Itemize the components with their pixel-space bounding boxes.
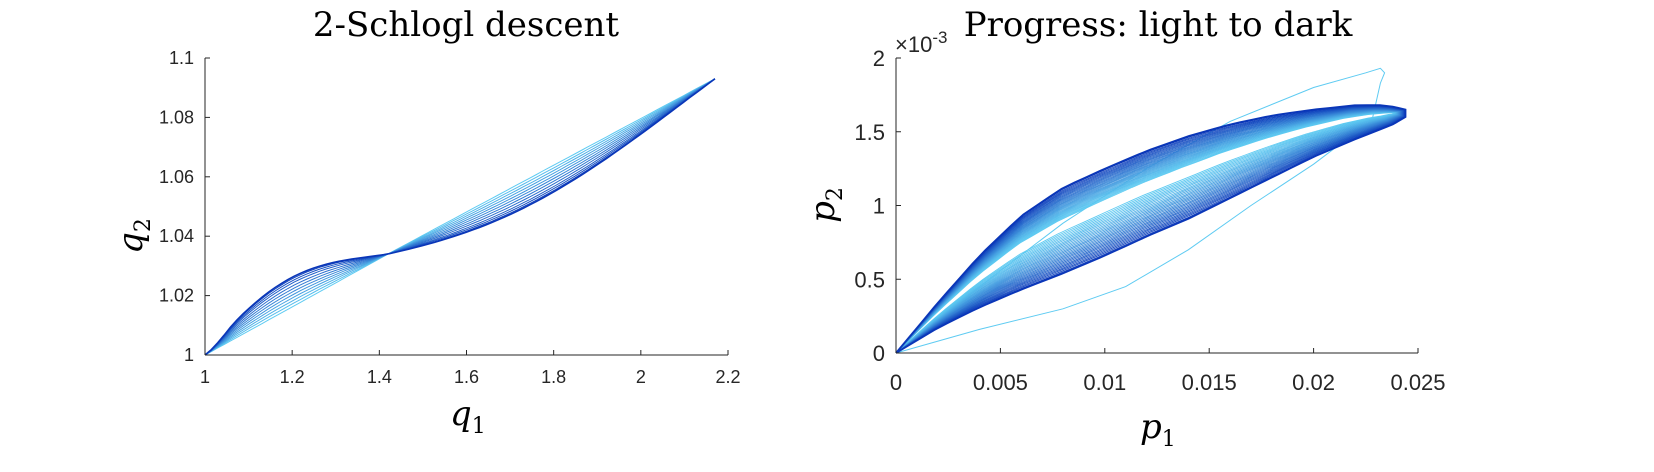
left-x-tick-label: 1.8: [541, 367, 566, 387]
right-series-line: [895, 109, 1400, 354]
right-y-tick-label: 1: [873, 194, 885, 219]
right-y-tick-label: 2: [873, 46, 885, 71]
left-x-tick-label: 1.2: [280, 367, 305, 387]
right-y-exponent-power: -3: [932, 28, 947, 47]
left-series-line: [204, 78, 716, 356]
left-series-line: [204, 78, 716, 356]
left-x-tick-label: 1.4: [367, 367, 392, 387]
left-chart-title: 2-Schlogl descent: [313, 5, 620, 45]
right-y-axis-label-sub: 2: [823, 187, 848, 201]
left-series-line: [204, 78, 716, 356]
left-x-tick-label: 1.6: [454, 367, 479, 387]
right-x-tick-label: 0.025: [1390, 370, 1445, 395]
left-x-axis-label-main: q: [450, 394, 472, 434]
right-y-axis-label: p2: [803, 187, 848, 223]
right-x-tick-label: 0.015: [1182, 370, 1237, 395]
left-series-line: [204, 78, 716, 356]
right-y-exponent-base: ×10: [895, 32, 932, 57]
left-y-axis-label: q2: [111, 218, 156, 254]
right-x-ticks: 0 0.005 0.01 0.015 0.02 0.025: [890, 348, 1446, 395]
right-series-line: [895, 107, 1403, 354]
left-series-line: [204, 78, 716, 356]
left-y-tick-label: 1.08: [159, 107, 194, 127]
right-chart-series-group: [895, 67, 1407, 354]
right-series-line: [895, 110, 1399, 354]
right-series-line: [895, 108, 1402, 354]
right-series-line: [895, 107, 1403, 354]
right-y-tick-label: 0: [873, 341, 885, 366]
left-series-line: [204, 78, 716, 356]
left-y-tick-label: 1: [184, 345, 194, 365]
right-x-tick-label: 0: [890, 370, 902, 395]
right-x-axis-label: p1: [1140, 407, 1176, 452]
right-x-tick-label: 0.005: [973, 370, 1028, 395]
left-y-tick-label: 1.1: [169, 48, 194, 68]
left-series-line: [204, 78, 716, 356]
right-y-ticks: 0 0.5 1 1.5 2: [854, 46, 901, 366]
right-series-line: [895, 104, 1407, 354]
left-y-tick-label: 1.06: [159, 167, 194, 187]
left-y-tick-label: 1.04: [159, 226, 194, 246]
right-y-tick-label: 1.5: [854, 120, 885, 145]
left-x-tick-label: 2: [636, 367, 646, 387]
right-y-tick-label: 0.5: [854, 267, 885, 292]
left-series-line: [204, 78, 716, 356]
right-series-line: [895, 111, 1395, 354]
left-chart: 2-Schlogl descent 1 1.2 1.4 1.6 1.8 2 2.2 1 1.0…: [111, 5, 741, 439]
left-series-line: [204, 78, 716, 356]
right-y-exponent: ×10-3: [895, 28, 947, 57]
left-x-tick-label: 1: [200, 367, 210, 387]
right-x-axis-label-main: p: [1140, 407, 1162, 447]
left-x-ticks: 1 1.2 1.4 1.6 1.8 2 2.2: [200, 350, 741, 387]
left-x-axis-label: q1: [450, 394, 486, 439]
left-series-line: [204, 78, 716, 356]
left-y-axis-label-main: q: [111, 232, 151, 254]
left-y-ticks: 1 1.02 1.04 1.06 1.08 1.1: [159, 48, 210, 365]
right-y-axis-label-main: p: [803, 201, 843, 223]
right-chart: Progress: light to dark 0 0.005 0.01 0.015 0…: [803, 5, 1446, 452]
left-chart-series-group: [204, 78, 716, 356]
right-chart-title: Progress: light to dark: [964, 5, 1353, 45]
right-x-tick-label: 0.02: [1292, 370, 1335, 395]
right-series-line: [895, 111, 1398, 354]
left-series-line: [204, 78, 716, 356]
right-series-line: [895, 111, 1396, 354]
left-x-axis-label-sub: 1: [472, 414, 486, 439]
right-series-line: [895, 106, 1405, 354]
left-y-axis-label-sub: 2: [131, 218, 156, 232]
right-x-tick-label: 0.01: [1083, 370, 1126, 395]
right-series-line: [895, 111, 1394, 354]
right-x-axis-label-sub: 1: [1162, 427, 1176, 452]
left-y-tick-label: 1.02: [159, 286, 194, 306]
left-x-tick-label: 2.2: [715, 367, 740, 387]
